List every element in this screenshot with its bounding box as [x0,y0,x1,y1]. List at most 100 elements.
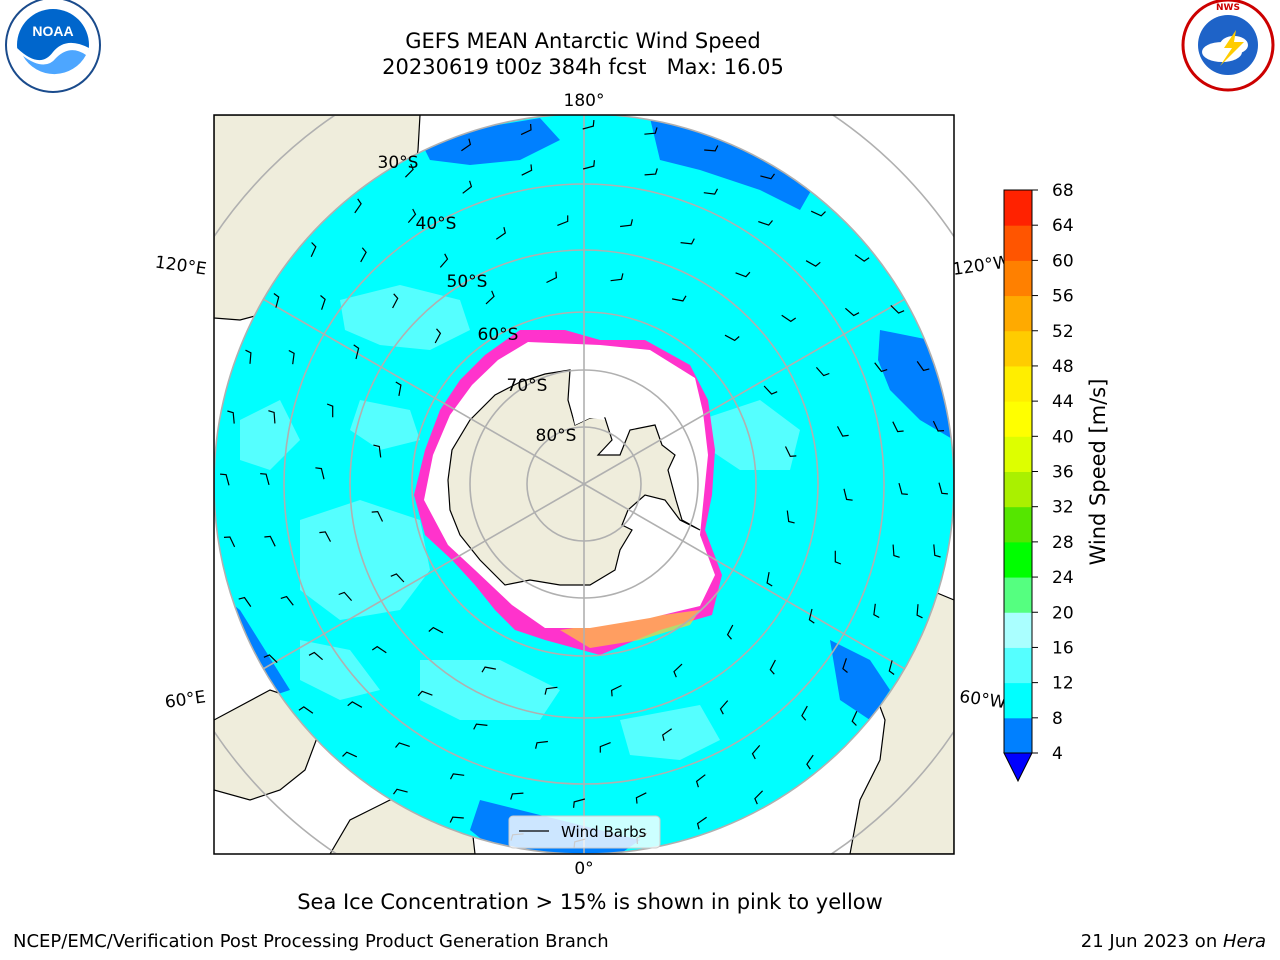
wind-barb [610,273,624,282]
colorbar-segment [1004,612,1032,648]
lat-label-80s: 80°S [536,426,577,446]
colorbar-extend-arrow [1003,752,1033,783]
colorbar-label: Wind Speed [m/s] [1086,379,1110,566]
wind-barb [520,123,532,136]
wind-barb [264,535,276,547]
colorbar-tick-label: 60 [1052,251,1074,271]
wind-barb [461,138,472,152]
wind-barb [784,446,797,458]
wind-barb [808,608,815,624]
colorbar-tick-label: 4 [1052,744,1063,764]
noaa-logo-text: NOAA [32,23,73,39]
wind-barb [298,706,314,714]
wind-barb [754,790,764,805]
footer-branch: NCEP/EMC/Verification Post Processing Pr… [13,931,609,952]
wind-barb [892,421,904,433]
wind-barb [521,164,533,176]
colorbar-segment [1004,577,1032,613]
wind-barb [933,544,941,558]
wind-barb [842,658,848,673]
lon-label-120e: 120°E [154,253,208,280]
wind-barb [786,510,795,524]
wind-barb [310,242,317,258]
wind-barb [238,596,252,607]
legend-wind-barbs-label: Wind Barbs [561,823,647,841]
lat-label-50s: 50°S [447,272,488,292]
wind-barbs [220,120,948,848]
wind-barb [428,626,444,634]
wind-barb [758,220,773,226]
wind-barb [407,208,417,223]
wind-barb [892,544,900,558]
colorbar-tick-label: 48 [1052,357,1074,377]
colorbar-tick-label: 56 [1052,287,1074,307]
wind-barb [434,328,442,344]
sea-ice-caption: Sea Ice Concentration > 15% is shown in … [0,890,1280,914]
colorbar-tick-label: 40 [1052,427,1074,447]
wind-barb [319,531,332,542]
colorbar-segment [1004,717,1032,754]
wind-barb [760,173,775,180]
wind-barb [392,293,399,309]
colorbar-segment [1004,260,1032,297]
wind-barb [726,624,734,640]
wind-barb [280,595,294,606]
wind-barb [671,295,687,302]
chart-title-line-1: GEFS MEAN Antarctic Wind Speed [405,29,761,53]
colorbar-tick-label: 64 [1052,216,1074,236]
wind-barb [888,660,895,675]
wind-barb [308,651,323,661]
latitude-labels: 30°S 40°S 50°S 60°S 70°S 80°S [378,153,577,446]
wind-barb [834,550,842,565]
wind-barb [485,290,495,305]
wind-barb [227,410,235,424]
colorbar-segment [1004,365,1032,402]
wind-barb [373,444,382,458]
ross-ice-shelf [570,378,605,425]
wind-barb [703,188,719,195]
lon-label-60e: 60°E [164,687,207,712]
wind-barb [510,792,524,800]
colorbar-segment [1004,436,1032,472]
lat-label-70s: 70°S [507,376,548,396]
wind-barb [245,349,252,364]
lon-label-120w: 120°W [951,252,1011,280]
lon-label-180: 180° [564,91,605,111]
wind-barb [719,700,729,715]
lat-label-60s: 60°S [478,325,519,345]
wind-barb [395,381,402,397]
sea-ice-caption-text: Sea Ice Concentration > 15% is shown in … [297,890,883,914]
wind-barb [851,710,858,726]
wind-barb [449,773,465,780]
wind-barb [610,684,622,697]
wind-barb [288,349,295,365]
sea-ice-yellow [560,610,700,648]
wind-barb [704,145,719,152]
colorbar-tick-label: 12 [1052,674,1074,694]
colorbar-segment [1004,401,1032,437]
wind-barb [836,426,849,437]
colorbar-tick-label: 20 [1052,603,1074,623]
wind-barb [371,645,387,654]
wind-barb [763,385,778,395]
wind-barb [320,295,326,310]
wind-barb [806,754,814,770]
wind-barb [220,473,230,486]
wind-barb [273,293,280,308]
wind-barb [843,488,853,501]
wind-barb [449,816,464,823]
wind-barb [223,536,236,548]
wind-barb [751,745,761,760]
colorbar-tick-label: 32 [1052,498,1074,518]
wind-barb [696,816,707,830]
wind-barb [462,180,473,194]
footer-machine: Hera [1222,931,1266,952]
wind-barb [680,238,695,245]
wind-barb [805,260,821,267]
wind-barb [662,728,673,741]
colorbar-segment [1004,541,1032,578]
wind-barb [845,307,860,317]
wind-barb [635,792,647,804]
wind-barb [898,482,908,495]
